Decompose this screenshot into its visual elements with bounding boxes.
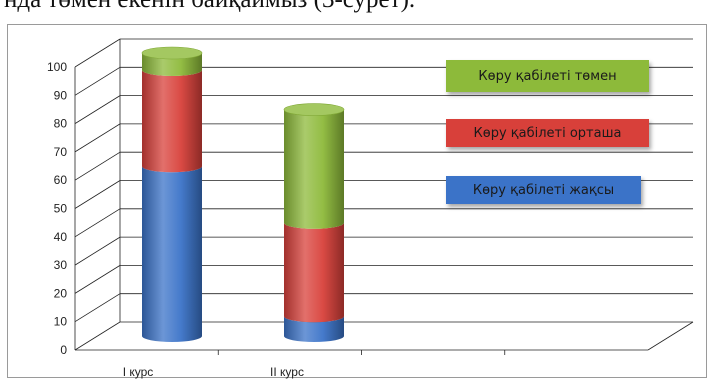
legend-low-vision: Көру қабілеті төмен: [446, 60, 649, 92]
y-tick-label: 50: [54, 202, 68, 216]
y-tick-label: 10: [54, 315, 68, 329]
caption-text: нда төмен екенін байқаймыз (3-сурет).: [0, 0, 715, 20]
y-tick-label: 60: [54, 173, 68, 187]
legend-good-label: Көру қабілеті жақсы: [472, 182, 615, 198]
legend-low-label: Көру қабілеті төмен: [478, 68, 617, 84]
x-category-label: II курс: [270, 365, 304, 379]
floor-right-edge: [647, 321, 694, 351]
gridline-depth: [74, 180, 121, 209]
gridline-depth: [74, 95, 121, 124]
gridline-depth: [74, 236, 121, 266]
gridline-depth: [74, 208, 121, 238]
y-tick-label: 0: [60, 343, 67, 357]
gridline-depth: [74, 123, 121, 153]
bar-top-cap-low: [283, 103, 345, 116]
bar-segment-good: [142, 166, 202, 342]
gridline-depth: [74, 66, 121, 96]
gridline-depth: [74, 293, 121, 323]
legend-medium-vision: Көру қабілеті орташа: [446, 119, 649, 147]
x-category-label: I курс: [123, 365, 154, 379]
y-tick-label: 100: [47, 60, 67, 74]
legend-medium-label: Көру қабілеті орташа: [473, 125, 622, 141]
y-tick-label: 80: [54, 117, 68, 131]
bar-segment-medium: [284, 222, 344, 323]
bar-segment-medium: [142, 69, 202, 173]
bar-segment-low: [284, 109, 344, 229]
y-tick-label: 40: [54, 230, 68, 244]
y-tick-label: 20: [54, 286, 68, 300]
gridline-depth: [74, 151, 121, 181]
gridline-depth: [74, 38, 121, 68]
legend-good-vision: Көру қабілеті жақсы: [446, 176, 641, 204]
bar-top-cap-low: [141, 46, 203, 60]
gridline-depth: [74, 265, 121, 294]
y-tick-label: 70: [54, 145, 68, 159]
y-tick-label: 30: [54, 258, 68, 272]
bar-segment-low: [142, 53, 202, 76]
bar-segment-good: [284, 316, 344, 342]
y-tick-label: 90: [54, 88, 68, 102]
gridline-depth: [74, 321, 121, 351]
